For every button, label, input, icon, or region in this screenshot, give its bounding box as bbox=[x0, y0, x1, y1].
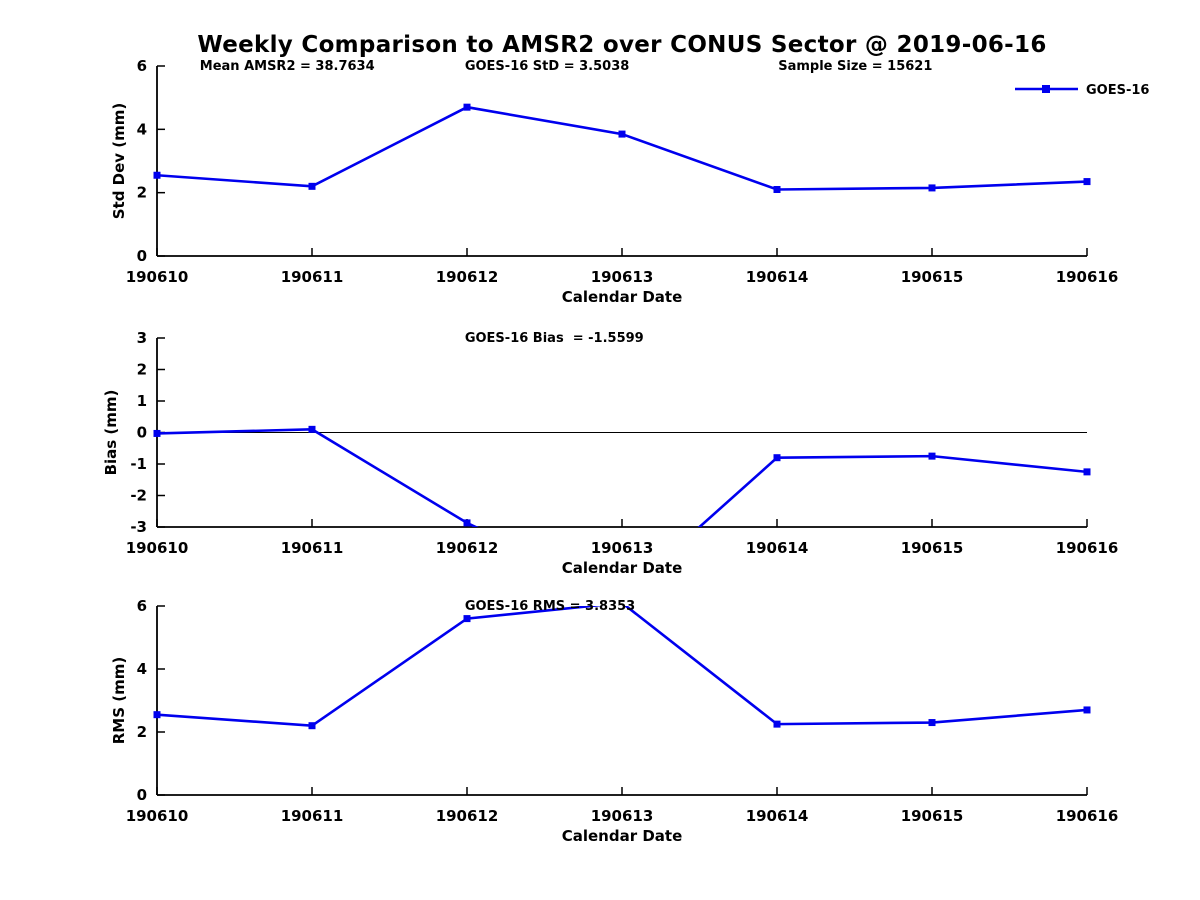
y-tick-label: 2 bbox=[137, 361, 147, 379]
y-tick-label: 6 bbox=[137, 597, 147, 615]
x-tick-label: 190615 bbox=[901, 268, 964, 286]
y-tick-label: 1 bbox=[137, 392, 147, 410]
series-line-GOES-16 bbox=[157, 105, 1087, 191]
data-point-marker bbox=[308, 182, 316, 190]
x-tick-label: 190613 bbox=[591, 268, 654, 286]
data-point-marker bbox=[618, 130, 626, 138]
stat-annotation: Sample Size = 15621 bbox=[778, 59, 932, 74]
stat-annotation: GOES-16 Bias = -1.5599 bbox=[465, 331, 644, 346]
x-tick-label: 190610 bbox=[126, 807, 189, 825]
data-point-marker bbox=[928, 452, 936, 460]
y-tick-label: -2 bbox=[130, 487, 147, 505]
x-tick-label: 190611 bbox=[281, 268, 344, 286]
y-tick-label: 3 bbox=[137, 329, 147, 347]
stat-annotation: Mean AMSR2 = 38.7634 bbox=[200, 59, 375, 74]
x-tick-label: 190615 bbox=[901, 539, 964, 557]
data-point-marker bbox=[308, 425, 316, 433]
data-point-marker bbox=[1083, 468, 1091, 476]
x-tick-label: 190616 bbox=[1056, 268, 1119, 286]
y-tick-label: -1 bbox=[130, 455, 147, 473]
stat-annotation: GOES-16 RMS = 3.8353 bbox=[465, 599, 635, 614]
legend-label: GOES-16 bbox=[1086, 83, 1149, 98]
x-tick-label: 190611 bbox=[281, 539, 344, 557]
x-tick-label: 190612 bbox=[436, 539, 499, 557]
legend: GOES-16 bbox=[1015, 83, 1149, 98]
y-tick-label: 0 bbox=[137, 786, 147, 804]
x-tick-label: 190614 bbox=[746, 807, 809, 825]
bias-subplot: -3 -2 -1 0 1 2 3 190610 190611 190612 190613 190614… bbox=[102, 329, 1119, 577]
data-point-marker bbox=[1083, 706, 1091, 714]
x-tick-label: 190616 bbox=[1056, 807, 1119, 825]
y-tick-label: 0 bbox=[137, 247, 147, 265]
x-tick-label: 190613 bbox=[591, 807, 654, 825]
figure-title: Weekly Comparison to AMSR2 over CONUS Se… bbox=[197, 32, 1046, 58]
data-point-marker bbox=[153, 711, 161, 719]
data-point-marker bbox=[1083, 178, 1091, 186]
x-tick-label: 190614 bbox=[746, 539, 809, 557]
y-tick-label: 6 bbox=[137, 57, 147, 75]
x-tick-label: 190610 bbox=[126, 268, 189, 286]
x-tick-label: 190615 bbox=[901, 807, 964, 825]
x-tick-label: 190611 bbox=[281, 807, 344, 825]
y-tick-label: 2 bbox=[137, 723, 147, 741]
data-point-marker bbox=[463, 615, 471, 623]
data-point-marker bbox=[773, 720, 781, 728]
data-point-marker bbox=[928, 184, 936, 192]
x-axis-label: Calendar Date bbox=[562, 288, 683, 306]
data-point-marker bbox=[773, 186, 781, 193]
data-point-marker bbox=[773, 454, 781, 462]
x-tick-label: 190616 bbox=[1056, 539, 1119, 557]
data-point-marker bbox=[463, 519, 471, 527]
y-axis-label: Std Dev (mm) bbox=[110, 103, 128, 220]
data-point-marker bbox=[463, 103, 471, 111]
rms-subplot: 0 2 4 6 190610 190611 190612 190613 190614 190615… bbox=[110, 597, 1118, 845]
y-tick-label: 4 bbox=[137, 120, 147, 138]
data-point-marker bbox=[153, 171, 161, 179]
x-tick-label: 190613 bbox=[591, 539, 654, 557]
y-axis-label: RMS (mm) bbox=[110, 657, 128, 744]
x-tick-label: 190614 bbox=[746, 268, 809, 286]
x-axis-label: Calendar Date bbox=[562, 827, 683, 845]
series-line-GOES-16 bbox=[157, 606, 1087, 728]
y-tick-label: 2 bbox=[137, 184, 147, 202]
x-tick-label: 190612 bbox=[436, 268, 499, 286]
stat-annotation: GOES-16 StD = 3.5038 bbox=[465, 59, 629, 74]
data-point-marker bbox=[153, 429, 161, 437]
x-tick-label: 190612 bbox=[436, 807, 499, 825]
data-point-marker bbox=[308, 722, 316, 730]
y-tick-label: -3 bbox=[130, 518, 147, 536]
data-point-marker bbox=[928, 719, 936, 727]
std-dev-subplot: 0 2 4 6 190610 190611 190612 190613 190614 190615… bbox=[110, 57, 1118, 306]
x-axis-label: Calendar Date bbox=[562, 559, 683, 577]
y-tick-label: 0 bbox=[137, 424, 147, 442]
legend-square-marker-icon bbox=[1042, 85, 1050, 93]
y-axis-label: Bias (mm) bbox=[102, 390, 120, 476]
x-tick-label: 190610 bbox=[126, 539, 189, 557]
y-tick-label: 4 bbox=[137, 660, 147, 678]
